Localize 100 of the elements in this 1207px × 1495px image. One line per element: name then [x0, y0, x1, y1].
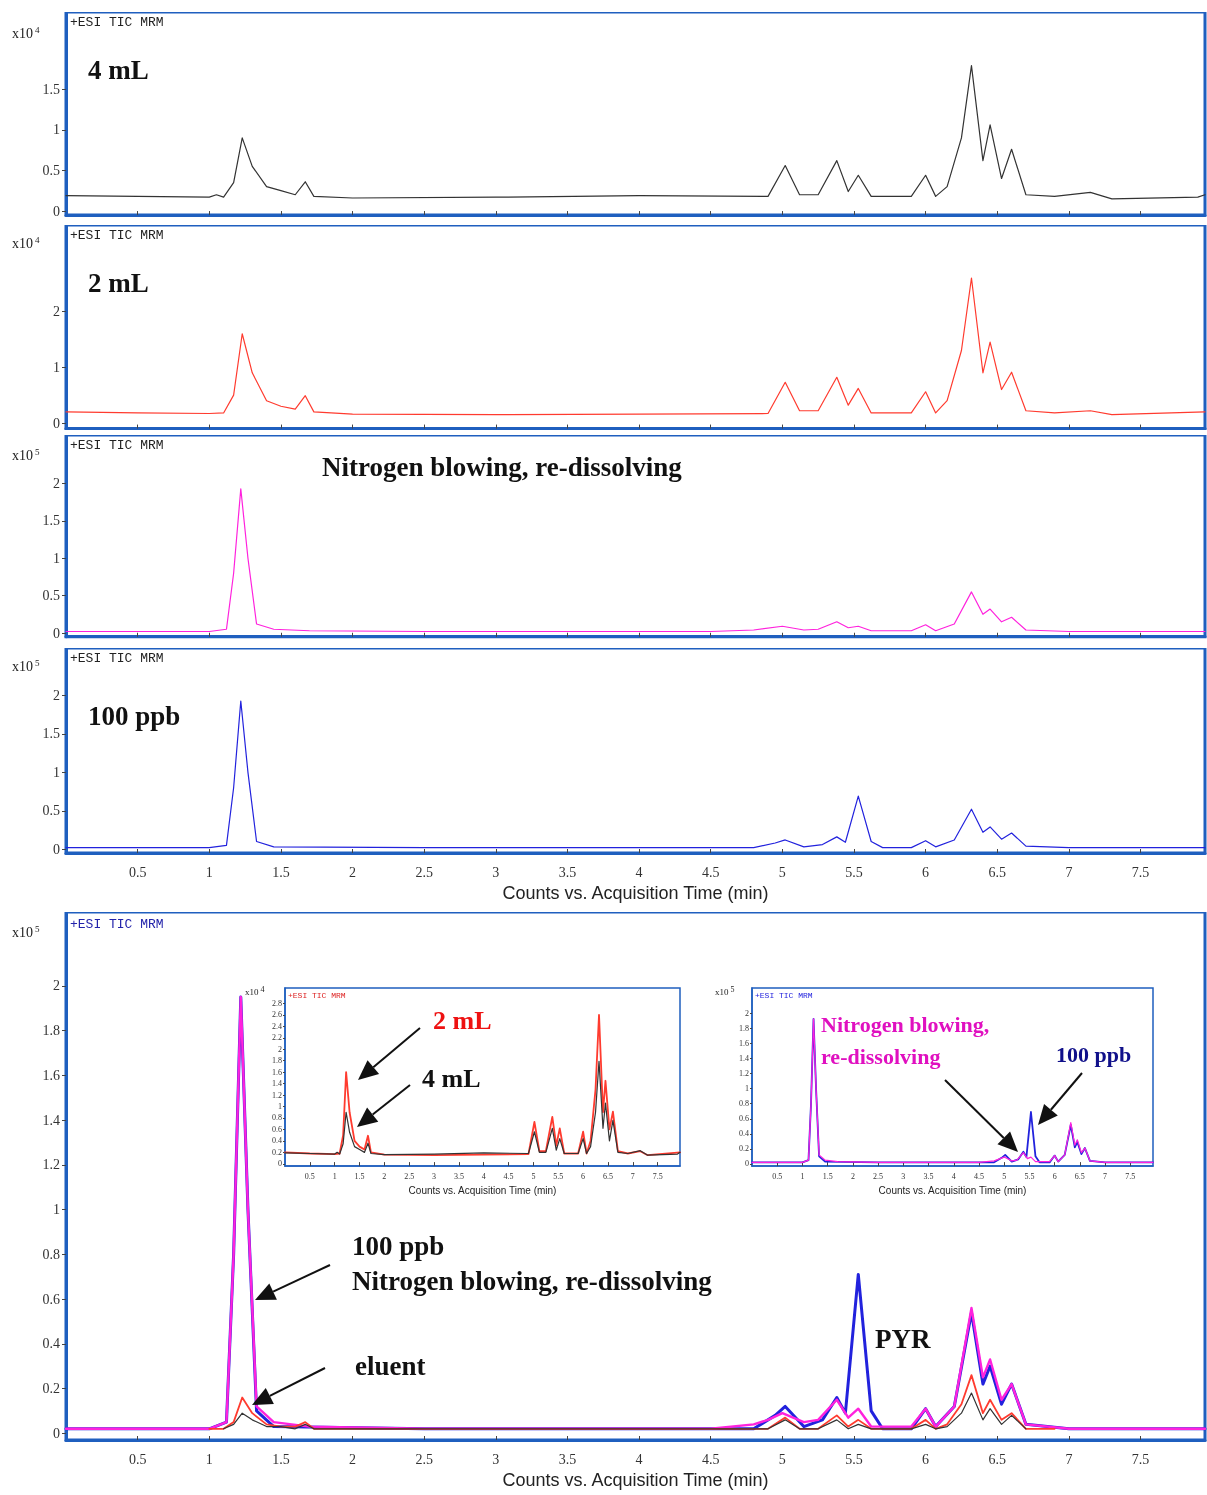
y-tick-label: 0	[53, 1425, 60, 1441]
y-tick-label: 0	[278, 1159, 282, 1169]
x-tick-label: 6.5	[988, 1451, 1007, 1467]
x-tick-label: 3	[492, 1451, 500, 1467]
y-tick-label: 0.6	[272, 1124, 282, 1134]
x-tick-label: 1	[205, 1451, 213, 1467]
x-tick-label: 4	[481, 1171, 486, 1181]
x-tick-label: 6	[922, 864, 930, 880]
x-axis-title: Counts vs. Acquisition Time (min)	[502, 1469, 769, 1490]
y-tick-label: 0.5	[42, 588, 60, 604]
x-tick-label: 6	[1052, 1171, 1057, 1181]
y-tick-label: 2.6	[272, 1010, 282, 1020]
y-tick-label: 0	[745, 1159, 749, 1169]
x-tick-label: 0.5	[772, 1171, 783, 1181]
x-tick-label: 5	[531, 1171, 536, 1181]
y-tick-label: 0.4	[42, 1336, 60, 1352]
x-tick-label: 2	[349, 864, 357, 880]
x-tick-label: 5	[778, 1451, 786, 1467]
x-tick-label: 7	[1103, 1171, 1108, 1181]
annotation: +ESI TIC MRM	[70, 917, 164, 932]
annotation: +ESI TIC MRM	[70, 15, 164, 30]
y-tick-label: 1.8	[42, 1023, 60, 1039]
annotation: 100 ppb	[88, 700, 181, 731]
y-tick-label: 1.8	[272, 1056, 282, 1066]
x-tick-label: 6.5	[1074, 1171, 1085, 1181]
y-tick-label: 0	[53, 841, 60, 857]
annotation: PYR	[875, 1323, 931, 1354]
x-tick-label: 2	[850, 1171, 855, 1181]
y-tick-label: 0.4	[739, 1129, 749, 1139]
annotation: 2 mL	[88, 267, 149, 298]
y-tick-label: 2	[278, 1044, 282, 1054]
x-tick-label: 4	[635, 864, 643, 880]
x-tick-label: 1	[332, 1171, 337, 1181]
annotation: Nitrogen blowing, re-dissolving	[322, 451, 683, 482]
x-tick-label: 0.5	[128, 1451, 147, 1467]
y-tick-label: 2	[53, 303, 60, 319]
annotation: 4 mL	[422, 1063, 481, 1093]
x-tick-label: 3.5	[923, 1171, 934, 1181]
annotation: +ESI TIC MRM	[70, 228, 164, 243]
x-tick-label: 3	[432, 1171, 437, 1181]
x-tick-label: 6.5	[988, 864, 1007, 880]
y-tick-label: 1.4	[272, 1079, 282, 1089]
annotation: Nitrogen blowing, re-dissolving	[821, 1012, 995, 1070]
y-tick-label: 1	[745, 1084, 749, 1094]
y-tick-label: 1.6	[42, 1067, 60, 1083]
y-axis-title: x104	[245, 984, 265, 997]
y-tick-label: 0.6	[42, 1291, 60, 1307]
x-tick-label: 7.5	[1125, 1171, 1136, 1181]
x-tick-label: 3	[492, 864, 500, 880]
y-tick-label: 2	[53, 978, 60, 994]
x-tick-label: 3.5	[558, 864, 577, 880]
y-tick-label: 1	[53, 1202, 60, 1218]
y-tick-label: 0.5	[42, 162, 60, 178]
x-tick-label: 4.5	[503, 1171, 514, 1181]
y-tick-label: 1	[53, 764, 60, 780]
y-tick-label: 1	[53, 550, 60, 566]
x-axis-title: Counts vs. Acquisition Time (min)	[408, 1184, 557, 1196]
x-tick-label: 7.5	[1131, 1451, 1150, 1467]
annotation: +ESI TIC MRM	[70, 651, 164, 666]
x-tick-label: 7.5	[652, 1171, 663, 1181]
x-tick-label: 6	[922, 1451, 930, 1467]
y-tick-label: 1.2	[42, 1157, 60, 1173]
y-tick-label: 1.2	[272, 1090, 282, 1100]
x-tick-label: 5.5	[1024, 1171, 1035, 1181]
y-tick-label: 1.6	[739, 1039, 749, 1049]
y-tick-label: 0.8	[739, 1099, 749, 1109]
x-tick-label: 7	[1065, 1451, 1073, 1467]
annotation: +ESI TIC MRM	[70, 438, 164, 453]
x-tick-label: 4.5	[973, 1171, 984, 1181]
x-tick-label: 5.5	[845, 1451, 863, 1467]
x-tick-label: 4	[635, 1451, 643, 1467]
x-tick-label: 7	[630, 1171, 635, 1181]
x-axis-title: Counts vs. Acquisition Time (min)	[502, 882, 769, 903]
y-tick-label: 2	[745, 1009, 749, 1019]
annotation: Nitrogen blowing, re-dissolving	[352, 1265, 713, 1296]
x-tick-label: 1.5	[354, 1171, 365, 1181]
y-axis-title: x105	[715, 984, 735, 997]
x-tick-label: 3.5	[453, 1171, 464, 1181]
y-tick-label: 2	[53, 476, 60, 492]
y-tick-label: 1.2	[739, 1069, 749, 1079]
y-tick-label: 0.2	[272, 1147, 282, 1157]
y-tick-label: 0.5	[42, 803, 60, 819]
y-tick-label: 0.2	[739, 1144, 749, 1154]
x-tick-label: 0.5	[304, 1171, 315, 1181]
y-tick-label: 1.5	[42, 726, 60, 742]
x-tick-label: 1.5	[822, 1171, 833, 1181]
y-tick-label: 2.8	[272, 998, 282, 1008]
x-tick-label: 0.5	[128, 864, 147, 880]
annotation: +ESI TIC MRM	[288, 990, 346, 1000]
x-tick-label: 2	[349, 1451, 357, 1467]
y-tick-label: 0.2	[42, 1381, 60, 1397]
annotation: 100 ppb	[1056, 1041, 1132, 1067]
y-tick-label: 1.8	[739, 1024, 749, 1034]
x-tick-label: 4	[951, 1171, 956, 1181]
y-tick-label: 1.4	[42, 1112, 60, 1128]
x-tick-label: 7	[1065, 864, 1073, 880]
x-tick-label: 3.5	[558, 1451, 577, 1467]
x-tick-label: 6	[581, 1171, 586, 1181]
y-tick-label: 1.6	[272, 1067, 282, 1077]
x-tick-label: 2.5	[415, 1451, 433, 1467]
